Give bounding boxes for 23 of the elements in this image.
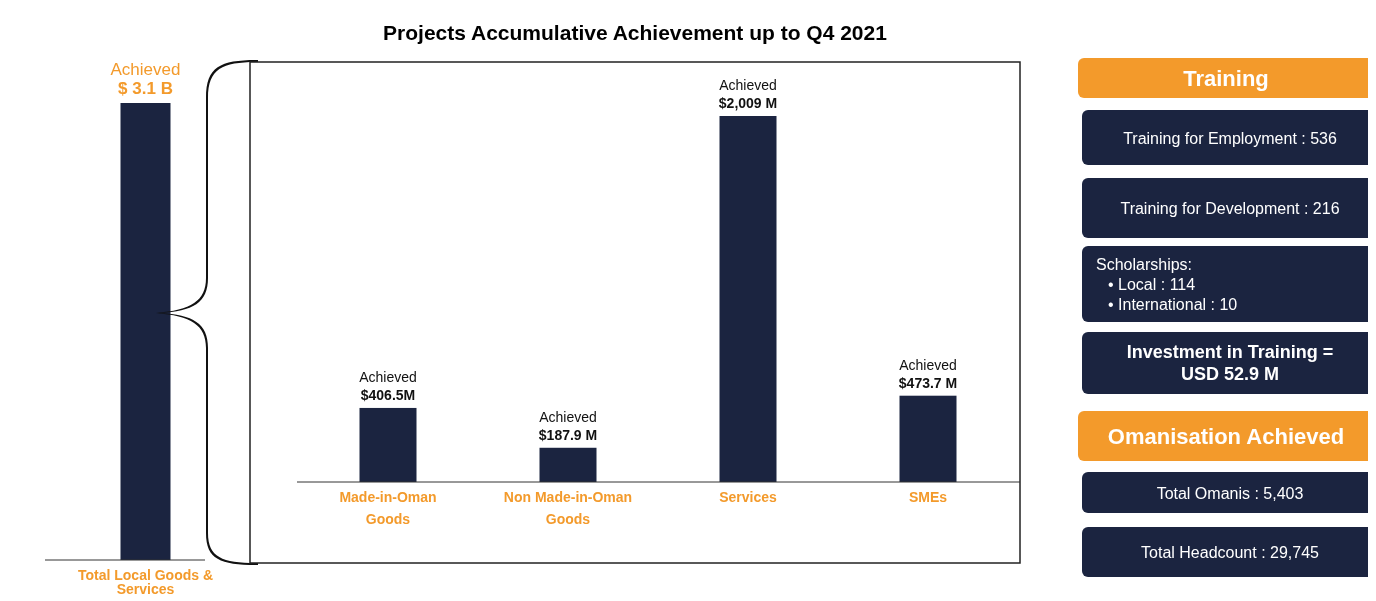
data-label: Achieved $406.5M [359,368,417,403]
text: Total Headcount : 29,745 [1141,544,1320,561]
data-label: Achieved $187.9 M [538,408,598,443]
x-tick-label: Non Made-in-Oman Goods [503,489,633,527]
x-tick-label: Services [719,489,778,505]
x-tick-label: SMEs [908,489,948,505]
bar [359,407,417,482]
data-label: Achieved $473.7 M [898,356,958,391]
text: Training [1183,66,1269,91]
bar [719,116,777,482]
text: Total Omanis : 5,403 [1156,484,1304,502]
chart-title: Projects Accumulative Achievement up to Q4 2021 [383,21,888,44]
data-label: Achieved $ 3.1 B [110,60,181,98]
text: Scholarships: • Local : 114 • International : 10 [1096,256,1238,313]
text: Training for Employment : 536 [1123,129,1337,147]
bar [539,447,597,482]
text: Training for Development : 216 [1120,200,1340,217]
text: Investment in Training = USD 52.9 M [1126,342,1334,384]
text: Omanisation Achieved [1107,424,1345,449]
data-label: Achieved $2,009 M [718,77,778,111]
x-tick-label: Made-in-Oman Goods [339,489,437,527]
x-tick-label: Total Local Goods & Services [77,567,214,597]
bar [899,395,957,482]
